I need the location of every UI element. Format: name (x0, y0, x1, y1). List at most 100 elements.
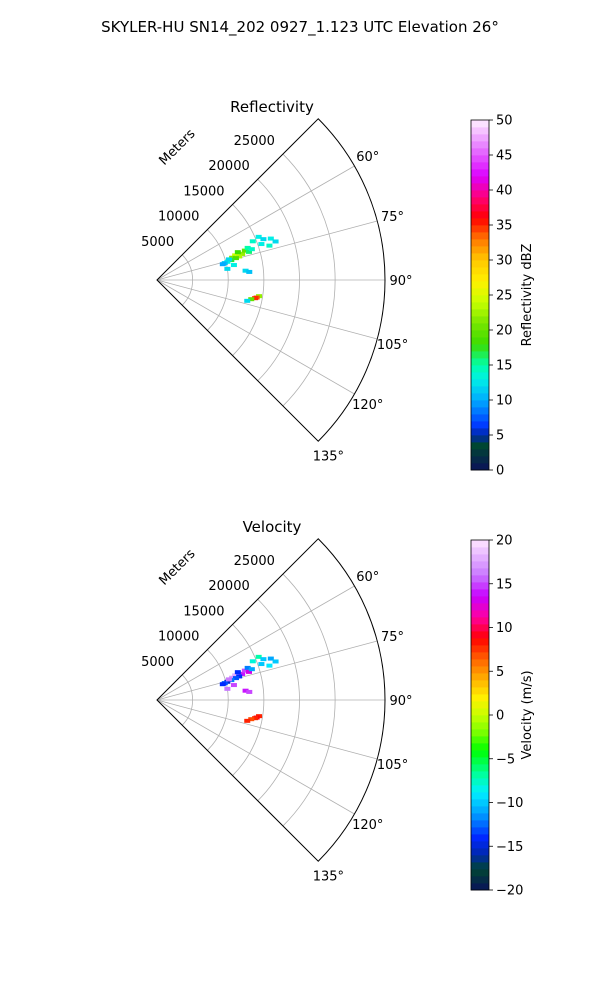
echo-cell (266, 663, 273, 668)
azimuth-tick-label: 105° (377, 338, 408, 353)
colorbar-segment (471, 617, 489, 625)
colorbar-segment (471, 568, 489, 576)
colorbar-segment (471, 771, 489, 779)
echo-cell (248, 667, 255, 672)
colorbar-segment (471, 883, 489, 891)
colorbar-segment (471, 855, 489, 863)
echo-cell (267, 236, 274, 241)
colorbar-tick-label: −10 (496, 796, 523, 811)
echo-cell (224, 266, 231, 271)
range-tick-label: 25000 (234, 554, 275, 569)
colorbar-tick-label: −20 (496, 884, 523, 899)
echo-cell (241, 248, 248, 253)
colorbar-segment (471, 869, 489, 877)
colorbar-segment (471, 652, 489, 660)
echo-cell (248, 247, 255, 252)
colorbar-segment (471, 120, 489, 128)
range-tick-label: 10000 (158, 210, 199, 225)
range-tick-label: 5000 (141, 655, 174, 670)
colorbar-segment (471, 337, 489, 345)
colorbar-segment (471, 288, 489, 296)
echo-cell (244, 298, 251, 303)
colorbar-segment (471, 764, 489, 772)
colorbar-segment (471, 204, 489, 212)
range-axis-label: Meters (157, 546, 199, 588)
colorbar-segment (471, 624, 489, 632)
colorbar-segment (471, 848, 489, 856)
range-tick-label: 15000 (183, 184, 224, 199)
echo-cell (272, 659, 279, 664)
colorbar-segment (471, 253, 489, 261)
colorbar-segment (471, 379, 489, 387)
colorbar-segment (471, 232, 489, 240)
colorbar-tick-label: 20 (496, 534, 513, 549)
colorbar-segment (471, 757, 489, 765)
echo-cell (236, 254, 243, 259)
echo-cell (260, 657, 267, 662)
colorbar-segment (471, 596, 489, 604)
colorbar-segment (471, 729, 489, 737)
echo-cell (258, 242, 265, 247)
echo-cell (230, 683, 237, 688)
colorbar-segment (471, 449, 489, 457)
azimuth-tick-label: 105° (377, 758, 408, 773)
colorbar-segment (471, 610, 489, 618)
azimuth-spoke (156, 640, 378, 701)
echo-cell (232, 676, 239, 681)
colorbar-segment (471, 708, 489, 716)
azimuth-spoke (156, 279, 355, 395)
sector-outline (156, 538, 386, 862)
echo-cell (230, 263, 237, 268)
colorbar-segment (471, 400, 489, 408)
colorbar-segment (471, 778, 489, 786)
colorbar-label: Reflectivity dBZ (520, 244, 535, 347)
echo-cell (245, 249, 252, 254)
echo-cell (266, 243, 273, 248)
colorbar-segment (471, 309, 489, 317)
colorbar-segment (471, 344, 489, 352)
colorbar-segment (471, 547, 489, 555)
colorbar-segment (471, 715, 489, 723)
colorbar-segment (471, 414, 489, 422)
colorbar-segment (471, 638, 489, 646)
colorbar-segment (471, 386, 489, 394)
azimuth-spoke (156, 699, 355, 815)
colorbar-segment (471, 750, 489, 758)
echo-cell (225, 257, 232, 262)
colorbar-segment (471, 701, 489, 709)
colorbar-segment (471, 127, 489, 135)
azimuth-tick-label: 75° (381, 630, 404, 645)
colorbar-segment (471, 190, 489, 198)
echo-cell (267, 656, 274, 661)
range-tick-label: 20000 (208, 579, 249, 594)
colorbar-tick-label: 40 (496, 184, 513, 199)
colorbar-segment (471, 540, 489, 548)
panel-title: Velocity (243, 518, 302, 536)
colorbar-label: Velocity (m/s) (520, 670, 535, 759)
azimuth-tick-label: 60° (356, 570, 379, 585)
colorbar-segment (471, 456, 489, 464)
colorbar-segment (471, 834, 489, 842)
colorbar-segment (471, 743, 489, 751)
colorbar-segment (471, 680, 489, 688)
colorbar-tick-label: −15 (496, 840, 523, 855)
echo-cell (246, 689, 253, 694)
colorbar-segment (471, 827, 489, 835)
colorbar-segment (471, 582, 489, 590)
colorbar-segment (471, 323, 489, 331)
echo-cell (244, 665, 251, 670)
echo-cell (239, 671, 246, 676)
echo-cell (232, 253, 239, 258)
colorbar-segment (471, 799, 489, 807)
azimuth-tick-label: 60° (356, 150, 379, 165)
echo-cell (258, 662, 265, 667)
colorbar-segment (471, 589, 489, 597)
range-tick-label: 15000 (183, 604, 224, 619)
echo-cell (260, 237, 267, 242)
colorbar-segment (471, 876, 489, 884)
colorbar-segment (471, 246, 489, 254)
colorbar-segment (471, 421, 489, 429)
colorbar-segment (471, 806, 489, 814)
azimuth-spoke (156, 165, 355, 281)
